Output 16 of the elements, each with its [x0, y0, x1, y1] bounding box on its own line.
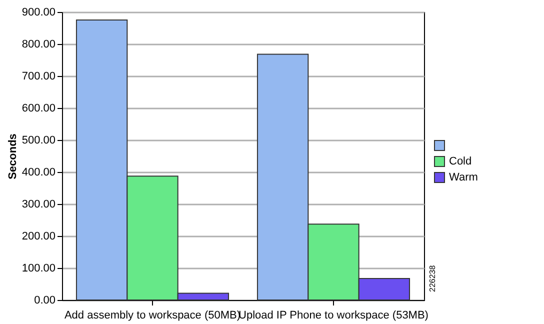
x-tick-label: Upload IP Phone to workspace (53MB)	[238, 310, 428, 322]
y-tick-label: 700.00	[22, 70, 56, 82]
text: 226238	[428, 265, 437, 292]
y-tick-label: 0.00	[34, 294, 56, 306]
y-tick-label: 100.00	[22, 262, 56, 274]
y-tick-label: 500.00	[22, 134, 56, 146]
y-tick-label: 300.00	[22, 198, 56, 210]
legend-label: Cold	[449, 156, 472, 168]
y-axis-title: Seconds	[6, 134, 19, 180]
x-tick-label: Add assembly to workspace (50MB)	[64, 310, 241, 322]
y-tick-label: 400.00	[22, 166, 56, 178]
y-tick-label: 800.00	[22, 38, 56, 50]
legend-label: Warm	[449, 172, 478, 184]
y-tick-label: 600.00	[22, 102, 56, 114]
y-tick-label: 900.00	[22, 6, 56, 18]
y-tick-label: 200.00	[22, 230, 56, 242]
